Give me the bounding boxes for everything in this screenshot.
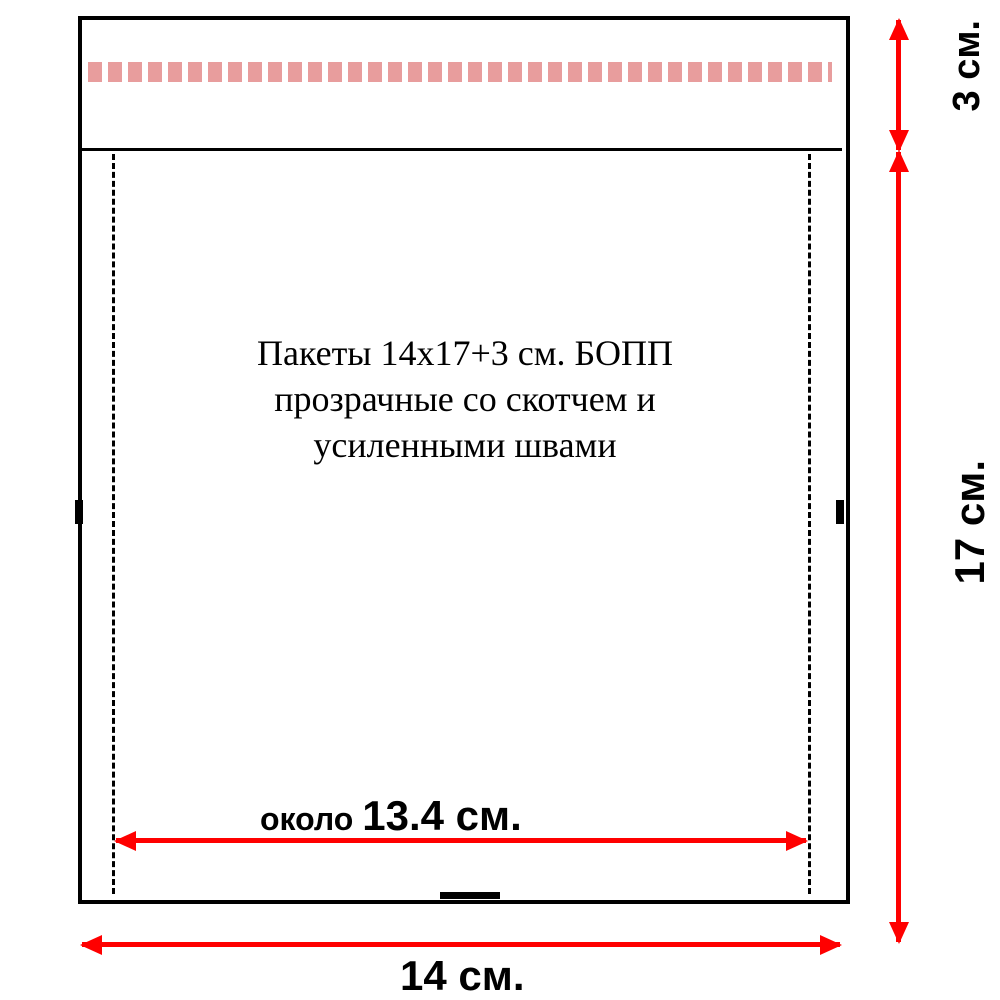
dim-label-flap-height: 3 см. [946, 20, 989, 112]
edge-tick [836, 500, 844, 524]
description-line: прозрачные со скотчем и [165, 376, 765, 422]
flap-fold-line [80, 148, 842, 151]
edge-tick [75, 500, 83, 524]
edge-tick [440, 892, 500, 899]
dim-label-outer-width: 14 см. [400, 952, 524, 1000]
adhesive-tape-strip [88, 62, 832, 82]
dim-arrow-flap-height [896, 20, 901, 150]
dim-arrow-outer-width [82, 942, 840, 947]
dim-label-inner-width: около 13.4 см. [260, 792, 522, 840]
product-description: Пакеты 14х17+3 см. БОПП прозрачные со ск… [165, 330, 765, 468]
diagram-canvas: Пакеты 14х17+3 см. БОПП прозрачные со ск… [0, 0, 1000, 1000]
dim-label-body-height: 17 см. [946, 460, 994, 584]
description-line: Пакеты 14х17+3 см. БОПП [165, 330, 765, 376]
dim-label-value: 13.4 см. [362, 792, 522, 839]
dim-label-prefix: около [260, 801, 362, 837]
description-line: усиленными швами [165, 422, 765, 468]
seam-left [112, 154, 115, 894]
seam-right [808, 154, 811, 894]
dim-arrow-body-height [896, 152, 901, 942]
